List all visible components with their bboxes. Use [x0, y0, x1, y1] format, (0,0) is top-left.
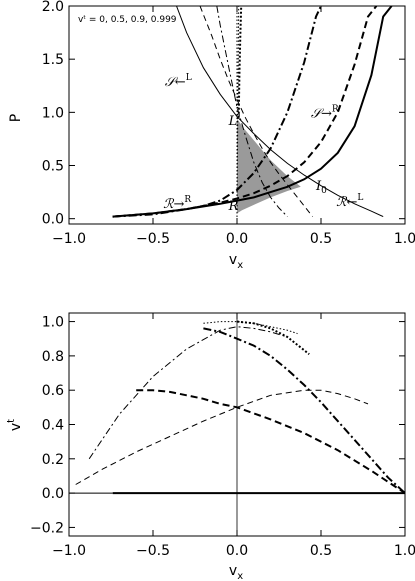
series-line-4 [112, 6, 322, 218]
annotation-label: 𝒮←L [165, 73, 192, 90]
bottom-ticks: −1.0 −0.5 0.0 0.5 1.0 −0.2 0.0 0.2 0.4 0.6 0.8 1.0 [30, 313, 415, 559]
series-line-7 [203, 321, 298, 335]
x-tick-label: 0.5 [310, 231, 332, 247]
x-tick-label: 0.0 [226, 543, 248, 559]
y-tick-label: −0.2 [30, 520, 64, 536]
top-ticks: −1.0 −0.5 0.0 0.5 1.0 0.0 0.5 1.0 1.5 2.0 [42, 0, 415, 247]
top-series-group [112, 6, 393, 224]
y-tick-label: 0.0 [42, 212, 64, 228]
annotation-label: 𝒮→R [311, 105, 339, 122]
bottom-chart: −1.0 −0.5 0.0 0.5 1.0−0.20.00.20.40.60.81.0 … [6, 312, 415, 581]
series-line-6 [237, 6, 243, 118]
series-line-5 [216, 6, 288, 217]
shaded-region [237, 118, 301, 214]
series-line-6 [236, 320, 310, 355]
series-line-4 [203, 327, 405, 494]
y-tick-label: 1.0 [42, 105, 64, 121]
y-tick-label: 1.5 [42, 52, 64, 68]
legend-text: vᵗ = 0, 0.5, 0.9, 0.999 [78, 15, 177, 25]
x-tick-label: −1.0 [52, 543, 86, 559]
annotation-label: I0 [315, 179, 327, 196]
series-line-3 [75, 389, 369, 485]
annotation-label: R [228, 199, 239, 214]
x-tick-label: −0.5 [136, 543, 170, 559]
annotation-label: L [228, 114, 238, 129]
y-tick-label: 0.5 [42, 159, 64, 175]
x-tick-label: 1.0 [394, 543, 415, 559]
x-tick-label: 1.0 [394, 231, 415, 247]
bottom-series-group [69, 313, 405, 536]
top-chart: −1.0 −0.5 0.0 0.5 1.0 0.0 0.5 1.0 1.5 2.0 𝒮←L 𝒮→R L… [8, 0, 415, 271]
series-line-7 [236, 6, 240, 214]
series-line-2 [136, 389, 405, 494]
x-tick-label: −1.0 [52, 231, 86, 247]
y-tick-label: 0.6 [42, 383, 64, 399]
annotation-label: ℛ←L [336, 193, 363, 210]
bottom-x-axis-title: vx [229, 563, 243, 581]
annotation-label: ℛ→R [163, 195, 191, 212]
x-tick-label: −0.5 [136, 231, 170, 247]
x-tick-label: 0.5 [310, 543, 332, 559]
top-annotations: 𝒮←L 𝒮→R L ℛ→R R I0 ℛ←L [163, 73, 363, 214]
bottom-y-axis-title: vt [6, 419, 24, 431]
top-y-axis-title: P [8, 114, 24, 122]
series-line-5 [88, 326, 288, 460]
shaded-polygon [237, 118, 301, 214]
y-tick-label: 0.2 [42, 452, 64, 468]
y-tick-label: 0.0 [42, 486, 64, 502]
x-tick-label: 0.0 [226, 231, 248, 247]
y-tick-label: 1.0 [42, 315, 64, 331]
top-x-axis-title: vx [229, 252, 243, 271]
y-tick-label: 0.8 [42, 349, 64, 365]
y-tick-label: 2.0 [42, 0, 64, 15]
series-line-1 [176, 6, 384, 218]
y-tick-label: 0.4 [42, 418, 64, 434]
